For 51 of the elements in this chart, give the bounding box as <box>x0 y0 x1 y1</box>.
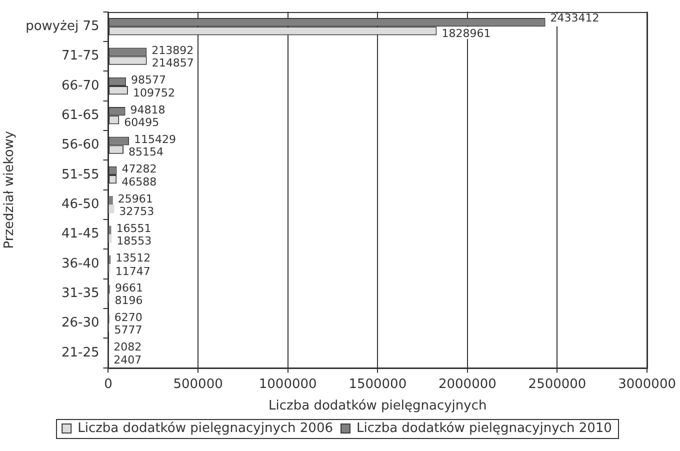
y-tick-label: 46-50 <box>61 197 100 212</box>
data-label: 25961 <box>118 192 153 206</box>
data-label: 60495 <box>124 116 160 129</box>
bar <box>108 196 113 205</box>
y-tick-label: 41-45 <box>61 226 100 242</box>
data-label: 6270 <box>114 311 142 324</box>
x-axis-title: Liczba dodatków pielęgnacyjnych <box>268 398 487 414</box>
bar <box>108 234 112 243</box>
data-label: 2433412 <box>550 11 600 24</box>
data-label: 18553 <box>116 234 152 248</box>
data-label: 47282 <box>122 162 157 176</box>
data-label: 9661 <box>114 281 143 294</box>
y-tick-label: 56-60 <box>61 138 100 153</box>
data-label: 5777 <box>114 324 142 337</box>
data-label: 213892 <box>152 44 194 57</box>
x-tick-label: 3000000 <box>618 376 676 392</box>
data-label: 13512 <box>116 252 151 265</box>
x-tick-label: 500000 <box>173 376 223 392</box>
y-tick-label: 26-30 <box>61 316 100 331</box>
data-label: 11747 <box>115 264 150 278</box>
data-label: 2407 <box>114 353 142 366</box>
y-tick-label: 71-75 <box>61 48 100 64</box>
legend-label: Liczba dodatków pielęgnacyjnych 2006 <box>78 420 334 436</box>
y-tick-label: 66-70 <box>61 78 100 94</box>
y-tick-label: 21-25 <box>61 345 100 360</box>
data-label: 8196 <box>114 294 143 307</box>
y-tick-label: powyżej 75 <box>26 19 100 34</box>
bar <box>108 204 114 214</box>
data-label: 16551 <box>116 222 152 235</box>
data-label: 115429 <box>134 133 176 146</box>
x-tick-label: 2500000 <box>528 376 586 392</box>
data-label: 98577 <box>130 74 166 87</box>
data-label: 2082 <box>114 340 142 354</box>
y-tick-label: 61-65 <box>61 108 100 124</box>
bar <box>108 226 112 234</box>
x-tick-label: 0 <box>104 376 112 392</box>
data-label: 1828961 <box>442 26 491 40</box>
data-label: 85154 <box>128 146 164 159</box>
data-label: 94818 <box>130 103 166 116</box>
legend-label: Liczba dodatków pielęgnacyjnych 2010 <box>356 420 612 436</box>
data-label: 214857 <box>152 56 194 70</box>
x-tick-label: 1000000 <box>258 376 317 392</box>
x-tick-label: 2000000 <box>438 376 496 392</box>
data-label: 46588 <box>122 175 157 188</box>
y-tick-label: 51-55 <box>61 167 100 182</box>
data-label: 32753 <box>119 204 154 218</box>
y-axis-title: Przedział wiekowy <box>2 130 18 249</box>
data-label: 109752 <box>132 86 175 100</box>
x-tick-label: 1500000 <box>348 376 407 392</box>
y-tick-label: 36-40 <box>61 256 100 272</box>
y-tick-label: 31-35 <box>61 286 100 302</box>
